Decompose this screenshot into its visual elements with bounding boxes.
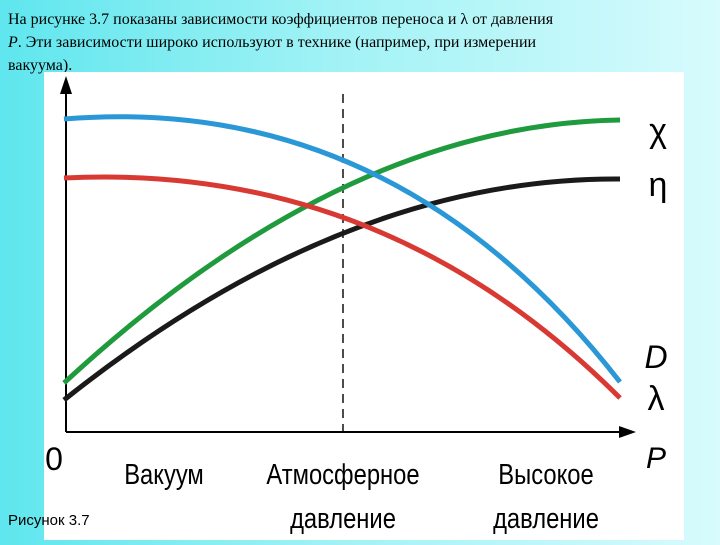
figure-caption: Рисунок 3.7 <box>8 512 90 529</box>
label-d: D <box>644 339 667 375</box>
transport-coefficients-diagram: χ η D λ 0 P Вакуум Атмосферное давление … <box>45 76 668 535</box>
region-atmospheric-line2: давление <box>290 502 396 535</box>
label-lambda: λ <box>648 380 665 418</box>
figure-panel: χ η D λ 0 P Вакуум Атмосферное давление … <box>44 72 684 540</box>
origin-label: 0 <box>45 441 63 477</box>
region-vacuum: Вакуум <box>124 458 204 491</box>
slide-text: На рисунке 3.7 показаны зависимости коэф… <box>8 8 708 77</box>
curve-chi <box>62 117 621 385</box>
pressure-variable: P <box>8 34 18 51</box>
label-eta: η <box>649 166 668 204</box>
text-line-2-rest: . Эти зависимости широко используют в те… <box>17 34 537 51</box>
curve-d <box>63 114 622 384</box>
text-line-2: P. Эти зависимости широко используют в т… <box>8 31 708 54</box>
x-axis-arrow <box>619 426 636 438</box>
region-atmospheric-line1: Атмосферное <box>266 458 419 491</box>
label-chi: χ <box>649 112 667 150</box>
text-line-1: На рисунке 3.7 показаны зависимости коэф… <box>8 11 554 28</box>
curve-lambda <box>63 174 622 400</box>
region-high-line1: Высокое <box>498 458 593 491</box>
region-high-line2: давление <box>493 502 599 535</box>
y-axis-arrow <box>60 76 72 94</box>
curve-eta <box>62 176 621 402</box>
x-axis-label: P <box>646 442 666 475</box>
text-line-3: вакуума). <box>8 57 73 74</box>
